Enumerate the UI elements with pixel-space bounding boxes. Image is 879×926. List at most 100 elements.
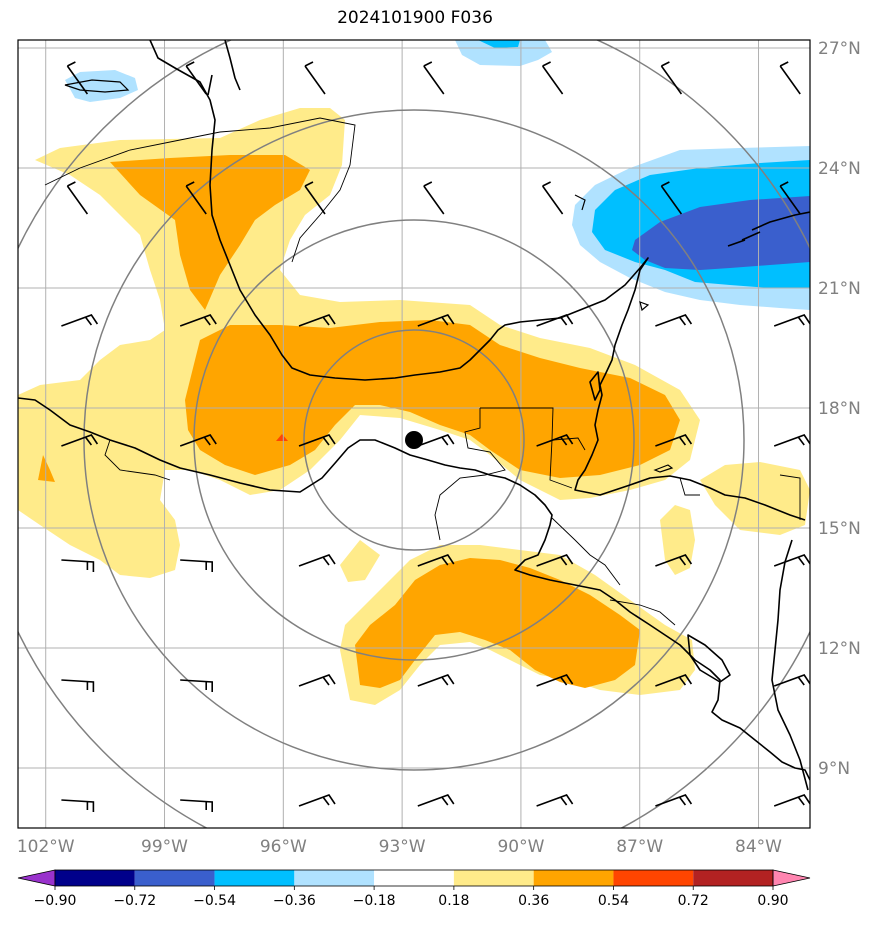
colorbar-label: 0.90: [757, 893, 788, 909]
wind-barb: [417, 314, 455, 327]
wind-barb: [417, 434, 455, 447]
wind-barb: [536, 434, 574, 447]
wind-barb: [773, 674, 810, 687]
colorbar-swatch: [134, 870, 215, 886]
wind-barb: [61, 799, 95, 812]
range-ring-2: [83, 109, 745, 771]
wind-barb: [304, 181, 326, 215]
longitude-label: 93°W: [379, 837, 426, 857]
wind-barb: [655, 674, 693, 687]
wind-barb: [773, 434, 810, 447]
range-ring-0: [303, 329, 525, 551]
wind-barb: [773, 794, 810, 807]
wind-barb: [179, 314, 217, 327]
colorbar-label: −0.18: [353, 893, 396, 909]
colorbar-swatch: [613, 870, 694, 886]
wind-barb: [180, 559, 213, 572]
wind-barb: [779, 61, 801, 95]
latitude-label: 18°N: [818, 399, 861, 419]
wind-barbs: [61, 61, 810, 812]
wind-barb: [423, 181, 445, 215]
wind-barb: [773, 314, 810, 327]
wind-barb: [61, 314, 99, 327]
wind-barb: [541, 181, 564, 215]
wind-barb: [660, 181, 683, 215]
islands: [64, 79, 674, 473]
colorbar-swatch: [55, 870, 135, 886]
longitude-label: 87°W: [616, 837, 663, 857]
colorbar-labels: −0.90 −0.72 −0.54 −0.36 −0.18 0.18 0.36 0.54 0.7…: [34, 886, 789, 909]
colorbar-label: −0.36: [273, 893, 316, 909]
wind-barb: [304, 61, 326, 95]
shade-positive-high: [276, 434, 288, 441]
colorbar-swatch: [214, 870, 295, 886]
longitude-label: 84°W: [735, 837, 782, 857]
wind-barb: [773, 554, 810, 567]
colorbar-swatch: [533, 870, 614, 886]
wind-barb: [417, 554, 455, 567]
latitude-labels: 27°N 24°N 21°N 18°N 15°N 12°N 9°N: [818, 39, 861, 779]
wind-barb: [298, 314, 336, 327]
coastlines: [18, 40, 810, 791]
wind-barb: [185, 181, 207, 215]
colorbar-extend-low: [17, 869, 56, 887]
longitude-label: 96°W: [260, 837, 307, 857]
shade-negative: [65, 40, 810, 310]
wind-barb: [179, 434, 217, 447]
longitude-label: 99°W: [141, 837, 188, 857]
wind-barb: [536, 314, 574, 327]
latitude-label: 15°N: [818, 519, 861, 539]
wind-barb: [541, 61, 564, 95]
political-borders: [44, 117, 801, 626]
wind-barb: [779, 181, 801, 215]
wind-barb: [180, 799, 213, 812]
wind-barb: [655, 554, 693, 567]
grid-lines: [18, 40, 810, 828]
map-title: 2024101900 F036: [337, 8, 493, 28]
colorbar-extend-high: [772, 869, 811, 887]
colorbar-swatch: [453, 870, 534, 886]
colorbar-label: 0.36: [518, 893, 549, 909]
wind-barb: [61, 679, 95, 692]
colorbar-label: −0.72: [113, 893, 156, 909]
wind-barb: [536, 554, 574, 567]
wind-barb: [417, 794, 455, 807]
wind-barb: [660, 61, 683, 95]
wind-barb: [536, 794, 574, 807]
colorbar-label: −0.90: [34, 893, 77, 909]
colorbar-label: 0.18: [438, 893, 469, 909]
wind-barb: [185, 61, 207, 95]
wind-barb: [298, 794, 336, 807]
map-plot-area: [18, 40, 810, 828]
storm-center-marker: [405, 431, 423, 449]
colorbar-swatch: [693, 870, 773, 886]
range-ring-1: [193, 219, 635, 661]
wind-barb: [180, 679, 213, 692]
latitude-label: 24°N: [818, 159, 861, 179]
colorbar-swatch: [294, 870, 375, 886]
latitude-label: 21°N: [818, 279, 861, 299]
longitude-labels: 102°W 99°W 96°W 93°W 90°W 87°W 84°W: [17, 837, 782, 857]
wind-barb: [655, 314, 693, 327]
colorbar-frame: [54, 869, 774, 887]
latitude-label: 12°N: [818, 639, 861, 659]
colorbar-label: −0.54: [193, 893, 236, 909]
colorbar-label: 0.54: [598, 893, 629, 909]
wind-barb: [536, 674, 574, 687]
wind-barb: [298, 434, 336, 447]
longitude-label: 90°W: [497, 837, 544, 857]
wind-barb: [66, 61, 89, 95]
map-frame: [17, 39, 811, 829]
wind-barb: [298, 674, 336, 687]
wind-barb: [61, 559, 95, 572]
wind-barb: [655, 794, 693, 807]
wind-barb: [423, 61, 445, 95]
latitude-label: 27°N: [818, 39, 861, 59]
wind-barb: [66, 181, 89, 215]
colorbar-label: 0.72: [678, 893, 709, 909]
colorbar: [17, 869, 811, 887]
wind-barb: [298, 554, 336, 567]
range-rings: [18, 40, 810, 828]
wind-barb: [61, 434, 99, 447]
